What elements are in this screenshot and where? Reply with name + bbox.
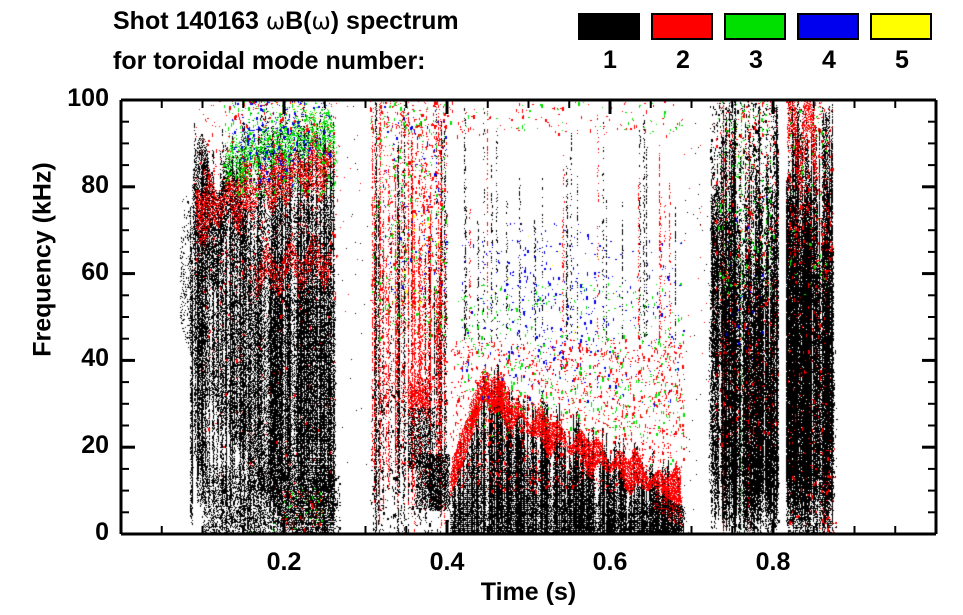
legend-label-mode-2: 2 bbox=[676, 46, 690, 74]
legend-entry-3: 3 bbox=[724, 13, 788, 73]
title-text-prefix: Shot 140163 bbox=[113, 7, 266, 35]
xtick-label-0-6: 0.6 bbox=[592, 548, 628, 576]
ytick-label-20: 20 bbox=[81, 431, 109, 460]
legend: 1 2 3 4 5 bbox=[578, 13, 938, 88]
legend-swatch-mode-2 bbox=[651, 13, 713, 40]
y-axis-label: Frequency (kHz) bbox=[28, 162, 57, 357]
legend-swatch-mode-3 bbox=[724, 13, 786, 40]
x-axis-label: Time (s) bbox=[480, 578, 577, 606]
legend-entry-2: 2 bbox=[651, 13, 715, 73]
legend-label-mode-4: 4 bbox=[822, 46, 836, 74]
legend-entry-4: 4 bbox=[797, 13, 861, 73]
ytick-label-0: 0 bbox=[95, 518, 109, 546]
legend-entry-5: 5 bbox=[870, 13, 934, 73]
spectrogram-plot-area bbox=[121, 100, 936, 534]
omega-symbol-2: ω bbox=[311, 9, 331, 35]
xtick-label-0-4: 0.4 bbox=[429, 548, 465, 576]
ytick-label-100: 100 bbox=[67, 84, 109, 112]
legend-label-mode-5: 5 bbox=[895, 46, 909, 74]
legend-label-mode-3: 3 bbox=[749, 46, 763, 74]
legend-label-mode-1: 1 bbox=[603, 46, 617, 74]
ytick-label-40: 40 bbox=[81, 344, 109, 373]
omega-symbol-1: ω bbox=[265, 9, 286, 35]
legend-entry-1: 1 bbox=[578, 13, 642, 73]
xtick-label-0-2: 0.2 bbox=[266, 548, 302, 576]
page-title: Shot 140163 ωB(ω) spectrum bbox=[113, 7, 459, 36]
ytick-label-80: 80 bbox=[81, 170, 109, 199]
ytick-label-60: 60 bbox=[81, 257, 109, 286]
legend-swatch-mode-4 bbox=[797, 13, 859, 40]
legend-swatch-mode-5 bbox=[870, 13, 932, 40]
page-subtitle: for toroidal mode number: bbox=[113, 47, 426, 75]
title-text-suffix: ) spectrum bbox=[330, 7, 459, 35]
xtick-label-0-8: 0.8 bbox=[755, 548, 791, 576]
title-text-mid: B( bbox=[285, 7, 312, 35]
legend-swatch-mode-1 bbox=[578, 13, 640, 40]
